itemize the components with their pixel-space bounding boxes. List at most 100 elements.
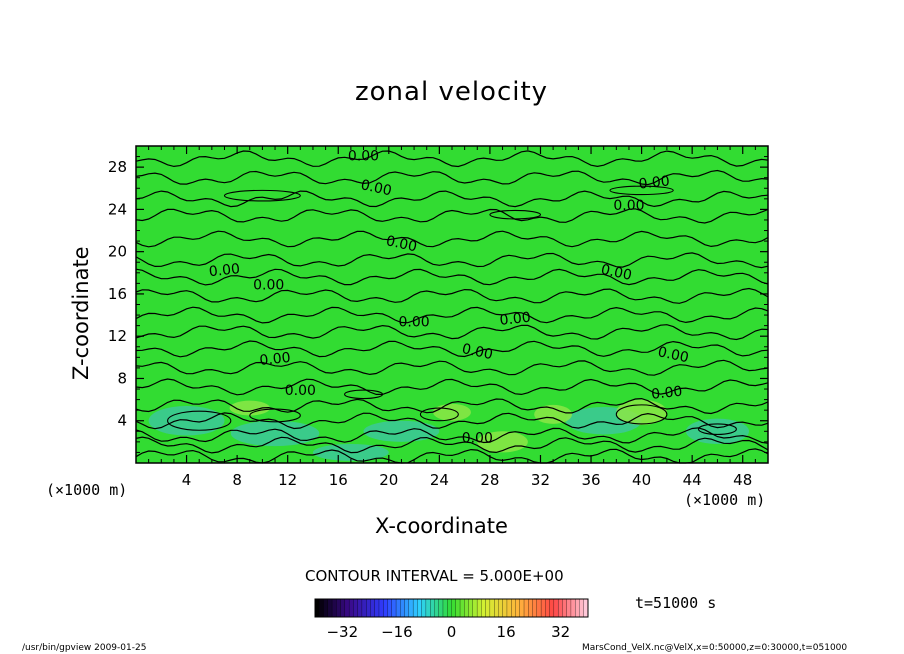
contour-label: 0.00	[651, 384, 684, 403]
contour-label: 0.00	[460, 341, 494, 363]
colorbar-cell	[476, 598, 482, 618]
x-tick-label: 36	[581, 471, 600, 489]
x-tick-label: 40	[632, 471, 651, 489]
colorbar-cell	[421, 598, 427, 618]
colorbar-cell	[549, 598, 555, 618]
colorbar-cell	[489, 598, 495, 618]
contour-label: 0.00	[359, 177, 393, 199]
contour-closed	[697, 423, 737, 436]
colorbar-tick-label: 32	[551, 623, 570, 641]
contour-line	[135, 427, 769, 444]
colorbar-cell	[400, 598, 406, 618]
colorbar-cell	[540, 598, 546, 618]
colorbar: −32 −16 0 16 32	[314, 598, 589, 641]
colorbar-cell	[417, 598, 423, 618]
contour-line	[135, 230, 769, 248]
colorbar-cell	[442, 598, 448, 618]
colorbar-cell	[515, 598, 521, 618]
contour-label: 0.00	[208, 261, 241, 280]
colorbar-cell	[395, 598, 401, 618]
x-tick-label: 20	[379, 471, 398, 489]
x-tick-label: 48	[733, 471, 752, 489]
x-tick-label: 16	[329, 471, 348, 489]
colorbar-cell	[494, 598, 499, 618]
colorbar-cell	[348, 598, 354, 618]
contour-line	[135, 169, 769, 186]
contour-label: 0.00	[656, 344, 690, 366]
contour-line	[135, 306, 769, 324]
contour-line	[135, 150, 769, 168]
y-axis-ticks: 4 8 12 16 20 24 28	[108, 156, 768, 453]
colorbar-cell	[391, 598, 397, 618]
colorbar-cell	[498, 598, 504, 618]
y-tick-label: 16	[108, 285, 127, 303]
colorbar-cell	[536, 598, 542, 618]
contour-interval-text: CONTOUR INTERVAL = 5.000E+00	[305, 567, 564, 585]
colorbar-cell	[562, 598, 568, 618]
colorbar-cell	[344, 598, 350, 618]
colorbar-cell	[481, 598, 487, 618]
contour-line	[135, 208, 769, 224]
colorbar-cell	[408, 598, 414, 618]
contour-line	[135, 287, 769, 304]
contour-label: 0.00	[613, 198, 644, 214]
contour-label: 0.00	[348, 149, 379, 165]
contour-line	[135, 190, 769, 208]
colorbar-cell	[319, 598, 324, 618]
colorbar-tick-label: 0	[447, 623, 457, 641]
colorbar-cell	[438, 598, 444, 618]
x-unit-right: (×1000 m)	[684, 491, 766, 509]
colorbar-cell	[553, 598, 559, 618]
contour-label: 0.00	[398, 314, 429, 330]
contour-closed	[489, 209, 542, 220]
contour-labels: 0.00 0.00 0.00 0.00 0.00 0.00 0.00 0.00 0.00 0.00…	[208, 149, 690, 447]
x-tick-label: 4	[182, 471, 192, 489]
colorbar-cell	[434, 598, 440, 618]
contour-label: 0.00	[253, 277, 284, 293]
y-tick-label: 20	[108, 243, 127, 261]
colorbar-cell	[366, 598, 371, 618]
contour-label: 0.00	[638, 173, 671, 192]
contour-line	[135, 268, 769, 286]
colorbar-cell	[361, 598, 367, 618]
colorbar-cell	[523, 598, 529, 618]
contour-closed	[249, 408, 301, 423]
field-patch	[534, 404, 573, 424]
contour-line	[135, 412, 769, 430]
contour-closed	[223, 189, 301, 202]
colorbar-cell	[357, 598, 363, 618]
contour-closed	[615, 404, 668, 425]
x-tick-label: 32	[531, 471, 550, 489]
colorbar-cell	[383, 598, 388, 618]
colorbar-cell	[353, 598, 359, 618]
colorbar-cell	[472, 598, 478, 618]
contour-label: 0.00	[499, 310, 532, 329]
colorbar-cell	[557, 598, 563, 618]
colorbar-tick-label: −16	[381, 623, 413, 641]
colorbar-cell	[451, 598, 457, 618]
colorbar-cell	[532, 598, 538, 618]
y-tick-label: 8	[117, 369, 127, 387]
colorbar-cell	[374, 598, 380, 618]
colorbar-cell	[455, 598, 461, 618]
colorbar-cell	[331, 598, 337, 618]
y-tick-label: 24	[108, 200, 127, 218]
y-tick-label: 12	[108, 327, 127, 345]
colorbar-cell	[566, 598, 572, 618]
field-patch	[230, 420, 320, 447]
colorbar-cell	[468, 598, 474, 618]
y-axis-label: Z-coordinate	[69, 246, 93, 380]
colorbar-cell	[528, 598, 533, 618]
colorbar-frame	[314, 598, 589, 618]
colorbar-cell	[459, 598, 465, 618]
field-patch	[477, 431, 528, 453]
x-tick-label: 44	[683, 471, 702, 489]
x-tick-label: 28	[480, 471, 499, 489]
colorbar-cell	[485, 598, 491, 618]
contour-line	[135, 252, 769, 269]
colorbar-cell	[340, 598, 346, 618]
contour-closed	[419, 407, 459, 422]
colorbar-cell	[425, 598, 431, 618]
contour-line	[135, 359, 769, 376]
